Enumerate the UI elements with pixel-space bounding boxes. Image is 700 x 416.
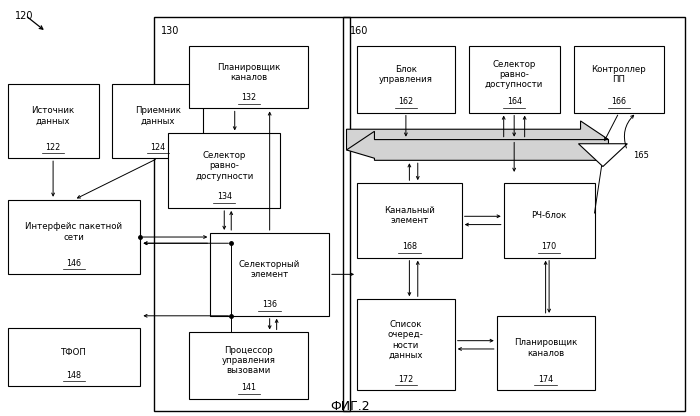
Text: 136: 136	[262, 300, 277, 309]
FancyBboxPatch shape	[357, 46, 455, 113]
Text: ФИГ.2: ФИГ.2	[330, 400, 370, 413]
FancyBboxPatch shape	[357, 183, 462, 258]
Text: 134: 134	[217, 192, 232, 201]
Text: РЧ-блок: РЧ-блок	[531, 211, 567, 220]
Text: 164: 164	[507, 97, 522, 106]
Text: Канальный
элемент: Канальный элемент	[384, 206, 435, 225]
FancyBboxPatch shape	[497, 316, 594, 391]
Text: 168: 168	[402, 242, 417, 251]
Polygon shape	[578, 144, 627, 166]
Text: 162: 162	[398, 97, 414, 106]
FancyBboxPatch shape	[8, 84, 99, 158]
Text: 132: 132	[241, 93, 256, 102]
Text: ТФОП: ТФОП	[61, 348, 87, 357]
Text: Источник
данных: Источник данных	[32, 106, 75, 126]
Text: Планировщик
каналов: Планировщик каналов	[514, 339, 577, 358]
Text: 170: 170	[542, 242, 557, 251]
FancyBboxPatch shape	[504, 183, 594, 258]
Text: 166: 166	[612, 97, 626, 106]
Text: 124: 124	[150, 143, 165, 151]
Text: 172: 172	[398, 375, 414, 384]
Text: Приемник
данных: Приемник данных	[135, 106, 181, 126]
Text: Процессор
управления
вызовами: Процессор управления вызовами	[222, 346, 276, 376]
Text: 148: 148	[66, 371, 81, 380]
FancyBboxPatch shape	[189, 332, 308, 399]
Text: Планировщик
каналов: Планировщик каналов	[217, 63, 281, 82]
Text: 120: 120	[15, 11, 33, 21]
Text: Блок
управления: Блок управления	[379, 65, 433, 84]
Polygon shape	[346, 121, 608, 150]
FancyBboxPatch shape	[189, 46, 308, 109]
Text: 141: 141	[241, 383, 256, 392]
Text: 160: 160	[350, 25, 368, 36]
FancyBboxPatch shape	[113, 84, 203, 158]
FancyBboxPatch shape	[8, 200, 141, 274]
FancyBboxPatch shape	[469, 46, 559, 113]
Text: 146: 146	[66, 259, 81, 268]
FancyBboxPatch shape	[357, 299, 455, 391]
Text: 122: 122	[46, 143, 61, 151]
Text: Список
очеред-
ности
данных: Список очеред- ности данных	[388, 320, 423, 360]
Polygon shape	[346, 131, 608, 160]
Text: Селекторный
элемент: Селекторный элемент	[239, 260, 300, 279]
Text: Селектор
равно-
доступности: Селектор равно- доступности	[195, 151, 253, 181]
Text: Контроллер
ПП: Контроллер ПП	[592, 65, 646, 84]
FancyBboxPatch shape	[210, 233, 329, 316]
Text: Селектор
равно-
доступности: Селектор равно- доступности	[485, 59, 543, 89]
Text: Интерфейс пакетной
сети: Интерфейс пакетной сети	[25, 222, 122, 242]
Text: 130: 130	[162, 25, 180, 36]
FancyBboxPatch shape	[8, 328, 141, 386]
FancyBboxPatch shape	[573, 46, 664, 113]
Text: 165: 165	[633, 151, 649, 160]
Text: 174: 174	[538, 375, 553, 384]
FancyBboxPatch shape	[169, 134, 280, 208]
